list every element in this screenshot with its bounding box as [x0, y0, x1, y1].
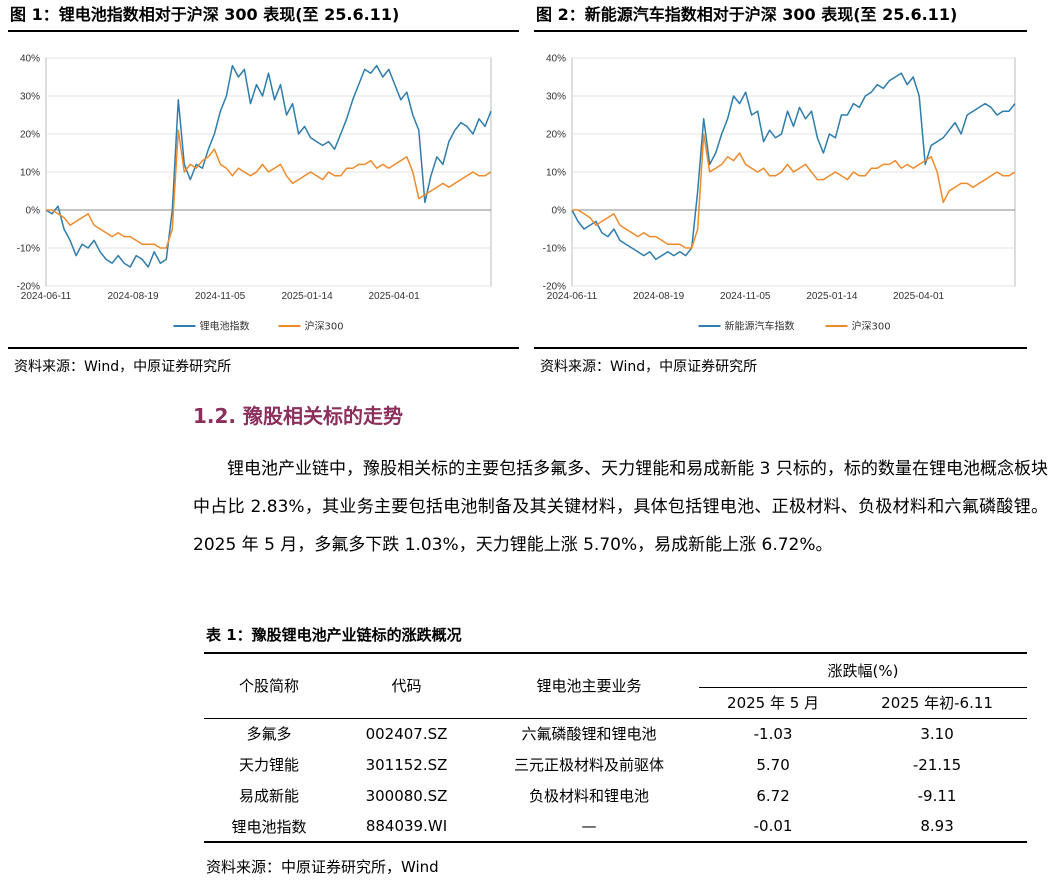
table-row: 易成新能 300080.SZ 负极材料和锂电池 6.72 -9.11 [204, 780, 1027, 811]
header-business: 锂电池主要业务 [479, 653, 699, 719]
cell-code: 002407.SZ [365, 724, 448, 743]
figure-2: 图 2：新能源汽车指数相对于沪深 300 表现(至 25.6.11) 40% 30… [534, 0, 1027, 375]
cell-may: -1.03 [753, 724, 793, 743]
y-tick-label: 20% [546, 130, 566, 141]
figure-1-svg: 40% 30% 20% 10% 0% -10% -20%2024-06-11 2024-08-… [17, 54, 492, 333]
figure-2-title: 图 2：新能源汽车指数相对于沪深 300 表现(至 25.6.11) [534, 0, 1027, 32]
x-tick-label: 2024-08-19 [107, 291, 159, 302]
table-title: 表 1：豫股锂电池产业链标的涨跌概况 [206, 626, 462, 644]
series-line [572, 133, 1016, 249]
cell-code: 301152.SZ [365, 755, 448, 774]
cell-may: 5.70 [756, 755, 790, 774]
y-tick-label: 20% [20, 130, 40, 141]
cell-name: 多氟多 [246, 725, 292, 744]
x-tick-label: 2024-11-05 [720, 291, 771, 302]
cell-name: 天力锂能 [238, 756, 299, 774]
header-name: 个股简称 [204, 653, 334, 719]
series-line [46, 129, 492, 249]
table-row: 多氟多 002407.SZ 六氟磷酸锂和锂电池 -1.03 3.10 [204, 718, 1027, 749]
series-line [571, 72, 1016, 261]
cell-ytd: -9.11 [917, 786, 957, 805]
figure-2-source: 资料来源：Wind，中原证券研究所 [534, 347, 1027, 376]
cell-code: 300080.SZ [365, 786, 448, 805]
x-tick-label: 2024-11-05 [195, 291, 246, 302]
x-tick-label: 2024-06-11 [21, 291, 72, 302]
x-tick-label: 2025-01-14 [806, 291, 858, 302]
body-text: 锂电池产业链中，豫股相关标的主要包括多氟多、天力锂能和易成新能 3 只标的，标的… [193, 450, 1048, 564]
cell-may: -0.01 [753, 817, 793, 835]
x-tick-label: 2025-04-01 [893, 291, 945, 302]
y-tick-label: 40% [546, 54, 566, 65]
table-container: 个股简称 代码 锂电池主要业务 涨跌幅(%) 2025 年 5 月 2025 年… [204, 652, 1027, 843]
x-tick-label: 2024-06-11 [547, 291, 598, 302]
section-heading: 1.2. 豫股相关标的走势 [193, 404, 403, 428]
legend-label: 沪深300 [852, 320, 891, 333]
cell-business: 负极材料和锂电池 [528, 787, 649, 805]
y-tick-label: 40% [20, 54, 40, 65]
figure-1-source: 资料来源：Wind，中原证券研究所 [8, 347, 519, 376]
y-tick-label: 10% [20, 168, 40, 179]
y-tick-label: 0% [552, 206, 567, 217]
legend-label: 锂电池指数 [200, 320, 250, 333]
series-line [45, 64, 492, 268]
legend-label: 新能源汽车指数 [725, 320, 795, 333]
header-code: 代码 [334, 653, 479, 719]
cell-code: 884039.WI [365, 817, 448, 835]
body-paragraph: 锂电池产业链中，豫股相关标的主要包括多氟多、天力锂能和易成新能 3 只标的，标的… [193, 459, 1048, 555]
y-tick-label: 0% [26, 206, 41, 217]
table-row: 天力锂能 301152.SZ 三元正极材料及前驱体 5.70 -21.15 [204, 749, 1027, 780]
y-tick-label: -10% [17, 244, 40, 255]
y-tick-label: -20% [17, 282, 40, 293]
cell-business: 六氟磷酸锂和锂电池 [521, 725, 657, 744]
figure-2-chart: 40% 30% 20% 10% 0% -10% -20% 2024-06-11 2024-08-… [534, 32, 1027, 347]
cell-ytd: 3.10 [920, 724, 954, 743]
figure-2-svg: 40% 30% 20% 10% 0% -10% -20%2024-06-11 2024-08-… [543, 54, 1016, 333]
figure-1: 图 1：锂电池指数相对于沪深 300 表现(至 25.6.11) 40% 30% 2… [8, 0, 519, 375]
cell-ytd: -21.15 [912, 755, 962, 774]
cell-business: 三元正极材料及前驱体 [513, 756, 664, 774]
legend-label: 沪深300 [305, 320, 344, 333]
header-change-group: 涨跌幅(%) [699, 653, 1027, 688]
cell-ytd: 8.93 [920, 817, 954, 835]
cell-name: 易成新能 [238, 787, 299, 805]
y-tick-label: -20% [543, 282, 566, 293]
cell-may: 6.72 [756, 786, 790, 805]
table-row: 锂电池指数 884039.WI — -0.01 8.93 [204, 811, 1027, 842]
x-tick-label: 2025-04-01 [369, 291, 421, 302]
y-tick-label: 30% [546, 92, 566, 103]
y-tick-label: 30% [20, 92, 40, 103]
x-tick-label: 2025-01-14 [281, 291, 333, 302]
stock-change-table: 个股简称 代码 锂电池主要业务 涨跌幅(%) 2025 年 5 月 2025 年… [204, 652, 1027, 843]
y-tick-label: -10% [543, 244, 566, 255]
cell-business: — [581, 817, 597, 835]
y-tick-label: 10% [546, 168, 566, 179]
header-may: 2025 年 5 月 [727, 694, 820, 712]
figure-1-title: 图 1：锂电池指数相对于沪深 300 表现(至 25.6.11) [8, 0, 519, 32]
x-tick-label: 2024-08-19 [633, 291, 685, 302]
table-source: 资料来源：中原证券研究所，Wind [206, 858, 439, 876]
figure-1-chart: 40% 30% 20% 10% 0% -10% -20% 2024-06-11 2024-08-… [8, 32, 519, 347]
cell-name: 锂电池指数 [231, 817, 307, 836]
header-ytd: 2025 年初-6.11 [881, 694, 993, 712]
